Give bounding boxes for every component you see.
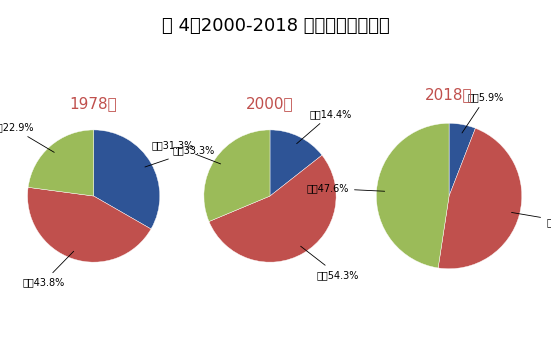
Text: 图 4：2000-2018 年三次产业结构图: 图 4：2000-2018 年三次产业结构图 [161,17,390,35]
Wedge shape [204,130,270,221]
Wedge shape [28,130,94,196]
Text: 二产46.5%: 二产46.5% [511,213,551,227]
Text: 二产54.3%: 二产54.3% [301,246,359,280]
Title: 2018年: 2018年 [425,88,473,102]
Text: 一产14.4%: 一产14.4% [296,109,352,144]
Wedge shape [438,128,522,269]
Wedge shape [449,123,476,196]
Wedge shape [94,130,160,229]
Text: 二产43.8%: 二产43.8% [22,251,74,287]
Wedge shape [28,187,151,262]
Text: 三产22.9%: 三产22.9% [0,122,54,152]
Wedge shape [270,130,322,196]
Text: 三产47.6%: 三产47.6% [306,184,385,193]
Wedge shape [209,155,336,262]
Title: 2000年: 2000年 [246,96,294,111]
Text: 一产33.3%: 一产33.3% [145,145,215,167]
Title: 1978年: 1978年 [70,96,117,111]
Text: 一产5.9%: 一产5.9% [462,92,504,133]
Wedge shape [376,123,449,268]
Text: 三产31.3%: 三产31.3% [152,141,220,164]
